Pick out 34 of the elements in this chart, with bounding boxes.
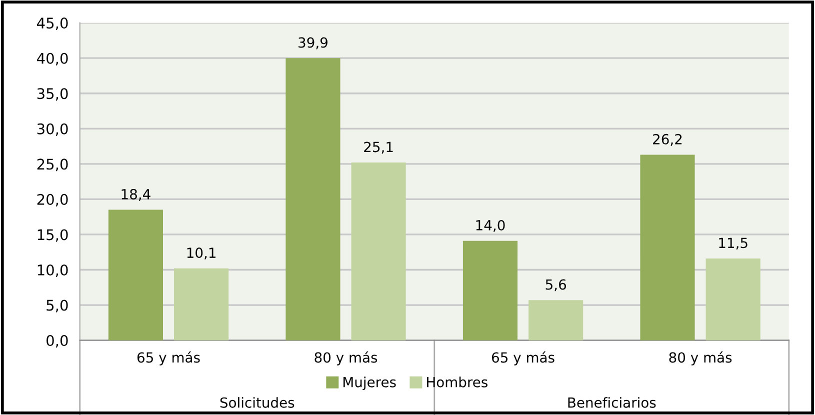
y-tick-label: 45,0 [37,18,68,30]
x-tick-label: 65 y más [137,351,200,366]
legend-label: Mujeres [344,376,396,390]
data-label: 26,2 [653,134,682,146]
y-tick-label: 40,0 [37,52,68,66]
bar [108,210,163,340]
text: Solicitudes [220,397,294,408]
x-tick-label: 80 y más [669,351,732,366]
x-tick-label: 80 y más [314,351,378,366]
y-tick-label: 35,0 [37,88,68,101]
y-tick-label: 5,0 [46,300,68,312]
data-label: 5,6 [546,279,566,292]
data-label: 25,1 [364,142,393,154]
y-tick-label: 15,0 [38,229,68,242]
bar [528,300,584,340]
bar [351,162,406,340]
text: Beneficiarios [568,397,656,408]
legend-label: Hombres [427,376,488,388]
y-tick-label: 25,0 [37,158,68,172]
bar [174,268,229,340]
bar [706,258,760,340]
y-tick-label: 20,0 [37,194,68,206]
data-label: 10,1 [187,248,216,260]
y-tick-label: 30,0 [37,123,68,136]
y-tick-label: 10,0 [38,264,68,277]
data-label: 14,0 [476,220,505,232]
data-label: 11,5 [719,238,748,250]
data-label: 18,4 [122,188,150,201]
bar [462,240,518,340]
bar [640,154,695,340]
x-tick-label: 65 y más [492,351,554,366]
bar [286,58,340,340]
y-tick-label: 0,0 [46,335,68,348]
data-label: 39,9 [298,37,328,50]
